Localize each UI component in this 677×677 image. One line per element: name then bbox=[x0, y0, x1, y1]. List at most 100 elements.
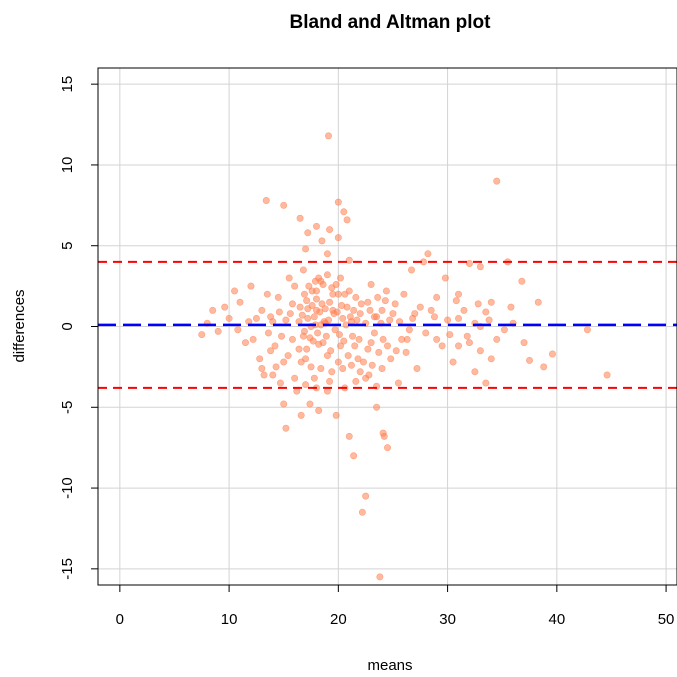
data-point bbox=[438, 342, 446, 350]
x-tick-label: 10 bbox=[221, 611, 238, 628]
data-point bbox=[346, 313, 354, 321]
data-point bbox=[463, 332, 471, 340]
data-point bbox=[322, 332, 330, 340]
y-tick-label: -10 bbox=[59, 477, 76, 499]
data-point bbox=[288, 300, 296, 308]
data-point bbox=[389, 310, 397, 318]
data-point bbox=[334, 234, 342, 242]
data-point bbox=[325, 132, 333, 140]
data-point bbox=[327, 347, 335, 355]
data-point bbox=[234, 326, 242, 334]
data-point bbox=[271, 342, 279, 350]
data-point bbox=[225, 314, 233, 322]
data-point bbox=[493, 335, 501, 343]
data-point bbox=[430, 313, 438, 321]
data-point bbox=[314, 329, 322, 337]
data-point bbox=[460, 306, 468, 314]
data-point bbox=[373, 313, 381, 321]
data-point bbox=[291, 374, 299, 382]
data-point bbox=[288, 335, 296, 343]
data-point bbox=[398, 335, 406, 343]
data-point bbox=[258, 306, 266, 314]
data-point bbox=[465, 259, 473, 267]
data-point bbox=[441, 274, 449, 282]
data-point bbox=[334, 358, 342, 366]
data-point bbox=[381, 297, 389, 305]
chart-title: Bland and Altman plot bbox=[290, 12, 492, 33]
data-point bbox=[198, 331, 206, 339]
data-point bbox=[272, 363, 280, 371]
data-point bbox=[306, 334, 314, 342]
data-point bbox=[247, 282, 255, 290]
data-point bbox=[310, 313, 318, 321]
data-point bbox=[329, 290, 337, 298]
data-point bbox=[413, 365, 421, 373]
data-point bbox=[373, 403, 381, 411]
data-point bbox=[366, 306, 374, 314]
data-point bbox=[350, 452, 358, 460]
data-point bbox=[356, 368, 364, 376]
data-point bbox=[383, 342, 391, 350]
data-point bbox=[465, 339, 473, 347]
data-point bbox=[352, 377, 360, 385]
data-point bbox=[209, 306, 217, 314]
data-point bbox=[267, 347, 275, 355]
data-point bbox=[297, 358, 305, 366]
data-point bbox=[258, 365, 266, 373]
data-point bbox=[375, 348, 383, 356]
data-point bbox=[405, 326, 413, 334]
data-point bbox=[392, 347, 400, 355]
data-point bbox=[280, 201, 288, 209]
data-point bbox=[344, 352, 352, 360]
data-point bbox=[278, 332, 286, 340]
data-point bbox=[382, 287, 390, 295]
data-point bbox=[319, 280, 327, 288]
data-point bbox=[340, 208, 348, 216]
data-point bbox=[280, 400, 288, 408]
data-point bbox=[380, 432, 388, 440]
data-point bbox=[305, 282, 313, 290]
data-point bbox=[298, 311, 306, 319]
data-point bbox=[520, 339, 528, 347]
data-point bbox=[357, 300, 365, 308]
data-point bbox=[343, 216, 351, 224]
data-point bbox=[338, 301, 346, 309]
data-point bbox=[427, 306, 435, 314]
data-point bbox=[476, 263, 484, 271]
data-point bbox=[402, 348, 410, 356]
data-point bbox=[383, 444, 391, 452]
data-point bbox=[526, 356, 534, 364]
data-point bbox=[507, 303, 515, 311]
data-point bbox=[275, 308, 283, 316]
data-point bbox=[449, 358, 457, 366]
data-point bbox=[391, 300, 399, 308]
data-point bbox=[487, 355, 495, 363]
data-point bbox=[400, 290, 408, 298]
data-point bbox=[394, 379, 402, 387]
data-point bbox=[321, 305, 329, 313]
data-point bbox=[367, 280, 375, 288]
data-point bbox=[362, 492, 370, 500]
data-point bbox=[347, 361, 355, 369]
data-point bbox=[214, 327, 222, 335]
data-point bbox=[269, 371, 277, 379]
data-point bbox=[303, 345, 311, 353]
data-point bbox=[315, 340, 323, 348]
data-point bbox=[339, 365, 347, 373]
data-point bbox=[297, 411, 305, 419]
data-point bbox=[328, 368, 336, 376]
data-point bbox=[370, 329, 378, 337]
data-point bbox=[487, 298, 495, 306]
data-point bbox=[534, 298, 542, 306]
data-point bbox=[386, 316, 394, 324]
data-point bbox=[296, 303, 304, 311]
data-point bbox=[337, 274, 345, 282]
data-point bbox=[339, 314, 347, 322]
data-point bbox=[276, 379, 284, 387]
data-point bbox=[444, 316, 452, 324]
data-point bbox=[274, 293, 282, 301]
data-point bbox=[282, 316, 290, 324]
data-point bbox=[379, 335, 387, 343]
data-point bbox=[364, 298, 372, 306]
data-point bbox=[263, 290, 271, 298]
